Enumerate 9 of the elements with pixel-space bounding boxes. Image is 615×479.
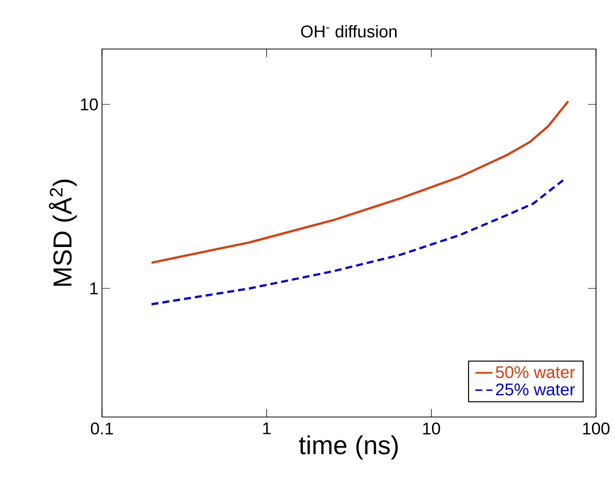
legend-label: 50% water xyxy=(496,366,575,378)
x-tick-label: 10 xyxy=(423,422,440,435)
x-tick-label: 1 xyxy=(263,422,271,434)
x-tick-label: 100 xyxy=(583,422,610,435)
y-axis-title: MSD (Å$^{2}$) xyxy=(48,180,77,286)
legend-label: 25% water xyxy=(496,383,575,396)
chart-title: OH$^{-}$ diffusion xyxy=(301,25,397,38)
x-axis-title: time (ns) xyxy=(299,435,398,460)
x-tick-label: 0.1 xyxy=(90,422,113,435)
